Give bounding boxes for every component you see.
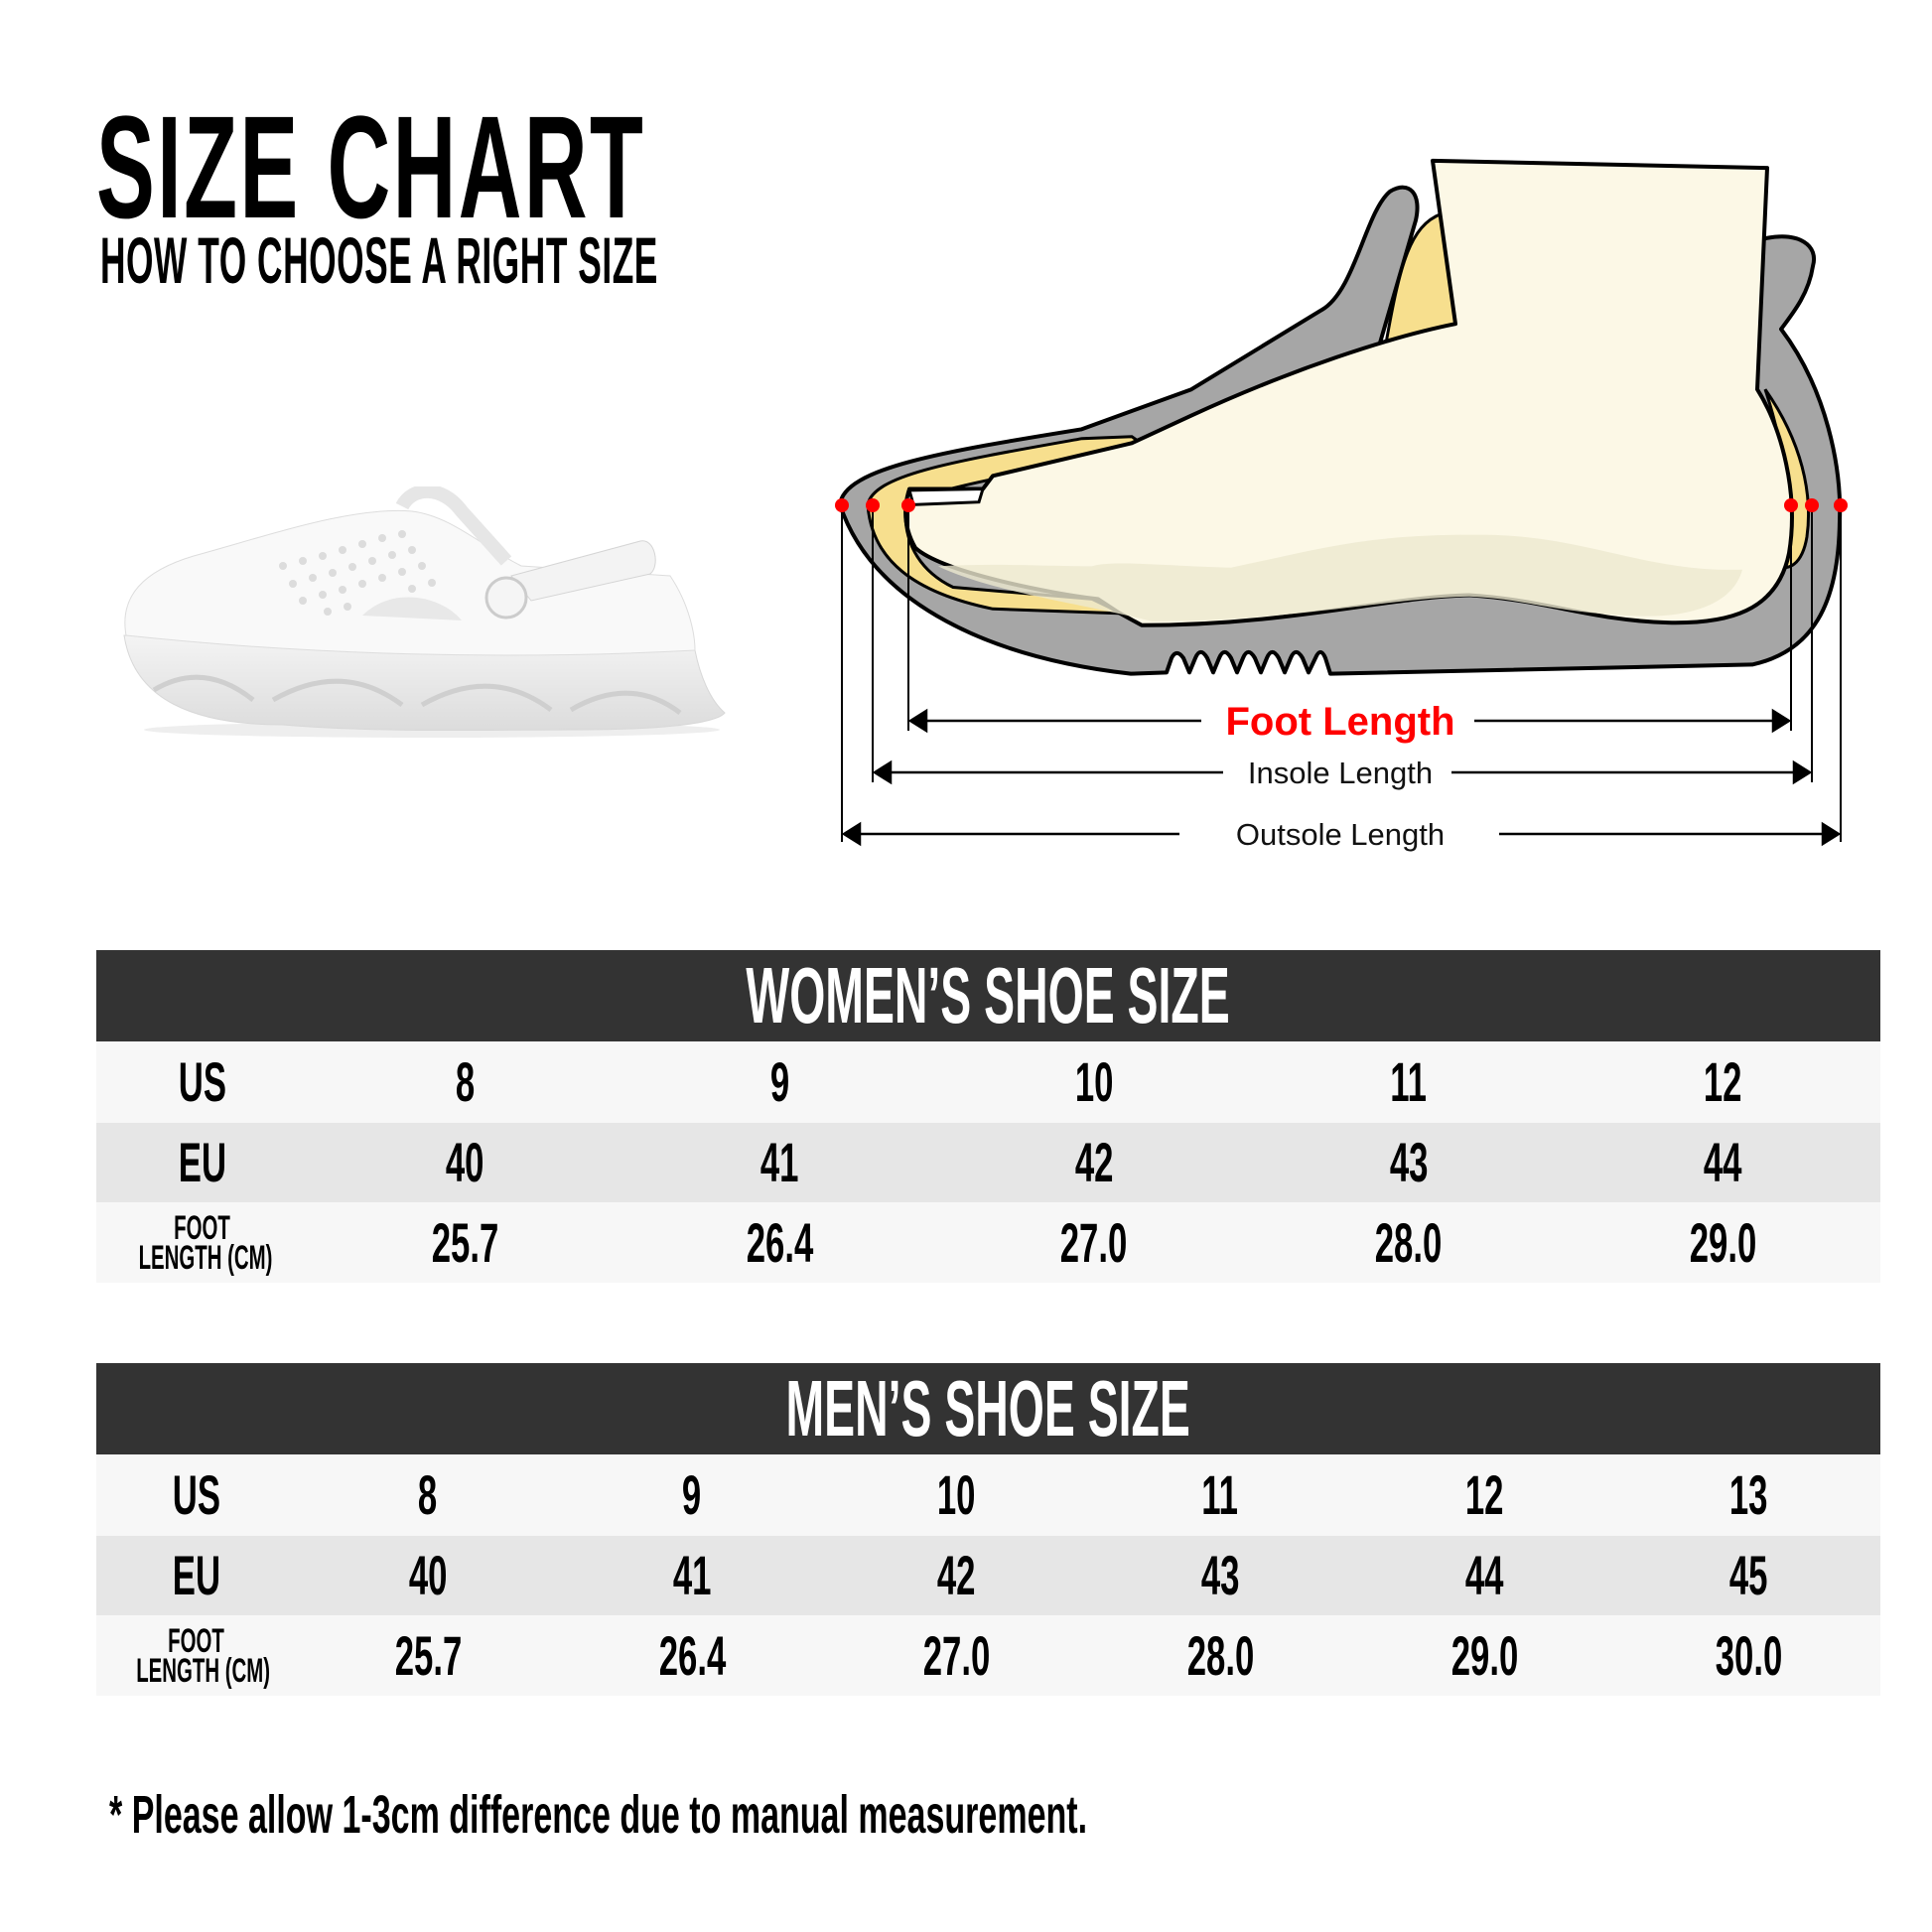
table-cell: 8 (455, 1050, 476, 1113)
insole-lining (868, 437, 1150, 614)
women-eu-row: EU 40 41 42 43 44 (96, 1123, 1880, 1202)
outsole-length-arrow (841, 821, 1842, 847)
table-cell: 28.0 (1374, 1210, 1443, 1274)
foot-shadow (938, 534, 1742, 621)
table-cell: 12 (1464, 1463, 1504, 1526)
table-cell: 26.4 (658, 1623, 726, 1687)
page-title: SIZE CHART (96, 86, 646, 249)
table-cell: 28.0 (1186, 1623, 1254, 1687)
table-cell: 11 (1201, 1463, 1239, 1526)
collar-lining (1386, 213, 1455, 344)
table-cell: 27.0 (922, 1623, 990, 1687)
table-cell: 25.7 (431, 1210, 499, 1274)
table-cell: 41 (672, 1544, 712, 1606)
outsole-length-label: Outsole Length (1236, 817, 1445, 852)
foot-length-label: Foot Length (1225, 700, 1454, 744)
measurement-guides (841, 505, 1842, 842)
table-cell: 40 (446, 1131, 484, 1193)
men-size-table: MEN’S SHOE SIZE US 8 9 10 11 12 13 EU 40… (96, 1363, 1880, 1696)
men-eu-row: EU 40 41 42 43 44 45 (96, 1536, 1880, 1615)
insole-length-arrow (872, 759, 1813, 785)
table-cell: 27.0 (1060, 1210, 1128, 1274)
toenail (909, 489, 983, 505)
table-cell: 43 (1389, 1131, 1429, 1193)
table-cell: 45 (1728, 1544, 1768, 1606)
foot-shape (905, 161, 1792, 625)
row-label-foot-length: FOOT LENGTH (CM) (138, 1208, 273, 1277)
row-label-us: US (178, 1050, 226, 1113)
men-table-header: MEN’S SHOE SIZE (96, 1363, 1880, 1454)
row-label-us: US (172, 1463, 220, 1526)
table-cell: 11 (1390, 1050, 1428, 1113)
table-cell: 44 (1704, 1131, 1742, 1193)
measurement-points (835, 498, 1848, 512)
women-size-table: WOMEN’S SHOE SIZE US 8 9 10 11 12 EU 40 … (96, 950, 1880, 1283)
table-cell: 8 (418, 1463, 438, 1526)
table-cell: 13 (1728, 1463, 1768, 1526)
table-cell: 44 (1464, 1544, 1504, 1606)
heel-lining (1765, 389, 1809, 567)
row-label-eu: EU (172, 1544, 220, 1606)
insole-length-label: Insole Length (1248, 756, 1433, 790)
table-cell: 12 (1704, 1050, 1742, 1113)
row-label-eu: EU (178, 1131, 226, 1193)
table-cell: 26.4 (746, 1210, 813, 1274)
foot-length-arrow (907, 708, 1792, 734)
measurement-footnote: * Please allow 1-3cm difference due to m… (109, 1785, 1088, 1845)
table-cell: 25.7 (394, 1623, 462, 1687)
page-subtitle: HOW TO CHOOSE A RIGHT SIZE (100, 223, 658, 297)
table-cell: 9 (769, 1050, 789, 1113)
table-cell: 29.0 (1450, 1623, 1518, 1687)
table-cell: 42 (936, 1544, 976, 1606)
table-cell: 41 (759, 1131, 799, 1193)
table-cell: 10 (1074, 1050, 1114, 1113)
table-cell: 40 (408, 1544, 448, 1606)
men-us-row: US 8 9 10 11 12 13 (96, 1454, 1880, 1536)
women-table-header: WOMEN’S SHOE SIZE (96, 950, 1880, 1041)
table-cell: 30.0 (1715, 1623, 1782, 1687)
row-label-foot-length: FOOT LENGTH (CM) (136, 1621, 271, 1690)
table-cell: 42 (1074, 1131, 1114, 1193)
table-cell: 43 (1200, 1544, 1240, 1606)
men-foot-length-row: FOOT LENGTH (CM) 25.7 26.4 27.0 28.0 29.0… (96, 1615, 1880, 1696)
clog-product-image (123, 486, 726, 738)
women-us-row: US 8 9 10 11 12 (96, 1041, 1880, 1123)
women-foot-length-row: FOOT LENGTH (CM) 25.7 26.4 27.0 28.0 29.0 (96, 1202, 1880, 1283)
table-cell: 29.0 (1689, 1210, 1757, 1274)
table-cell: 9 (682, 1463, 702, 1526)
table-cell: 10 (936, 1463, 976, 1526)
